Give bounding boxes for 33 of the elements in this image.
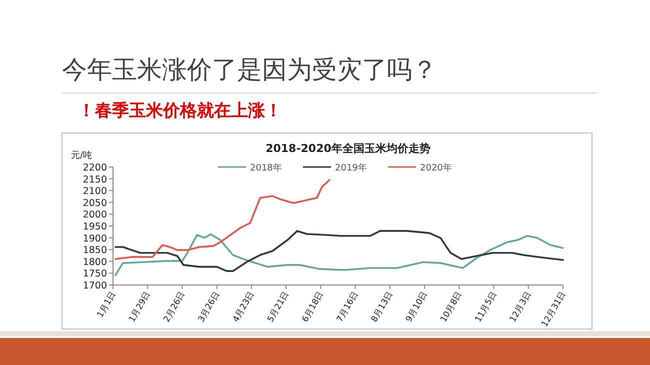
x-tick-label: 10月8日: [438, 290, 465, 324]
x-tick-label: 4月23日: [231, 290, 258, 324]
legend-label: 2019年: [335, 162, 367, 174]
x-tick-label: 5月21日: [266, 290, 292, 324]
y-tick-label: 1800: [82, 256, 107, 268]
y-tick-label: 2050: [82, 198, 107, 209]
y-tick-label: 1750: [82, 268, 107, 280]
legend-label: 2018年: [250, 162, 282, 174]
x-tick-label: 9月10日: [404, 290, 430, 324]
x-tick-label: 1月29日: [127, 290, 154, 324]
y-tick-label: 1900: [82, 233, 107, 244]
y-tick-label: 1850: [82, 245, 107, 256]
x-tick-label: 12月3日: [508, 290, 534, 324]
x-tick-label: 8月13日: [370, 290, 396, 324]
y-tick-label: 2100: [82, 186, 107, 198]
x-tick-label: 1月1日: [96, 290, 119, 320]
y-tick-label: 1700: [82, 280, 107, 292]
y-tick-label: 2150: [82, 174, 107, 186]
line-series: [114, 179, 330, 260]
chart-subtitle: ！春季玉米价格就在上涨！: [78, 101, 282, 121]
x-tick-label: 2月26日: [162, 290, 188, 324]
x-tick-label: 11月5日: [474, 290, 500, 324]
y-tick-label: 1950: [82, 222, 107, 232]
legend-label: 2020年: [420, 162, 452, 174]
x-tick-label: 12月31日: [540, 290, 569, 329]
y-tick-label: 2000: [82, 210, 107, 221]
chart-title: 今年玉米涨价了是因为受灾了吗？: [62, 55, 437, 84]
text: 2018-2020年全国玉米均价走势: [266, 142, 430, 155]
x-tick-label: 7月16日: [335, 290, 361, 324]
x-tick-label: 6月18日: [300, 290, 326, 324]
y-tick-label: 2200: [82, 162, 107, 174]
y-axis-title: 元/吨: [71, 150, 92, 161]
x-tick-label: 3月26日: [196, 290, 222, 324]
